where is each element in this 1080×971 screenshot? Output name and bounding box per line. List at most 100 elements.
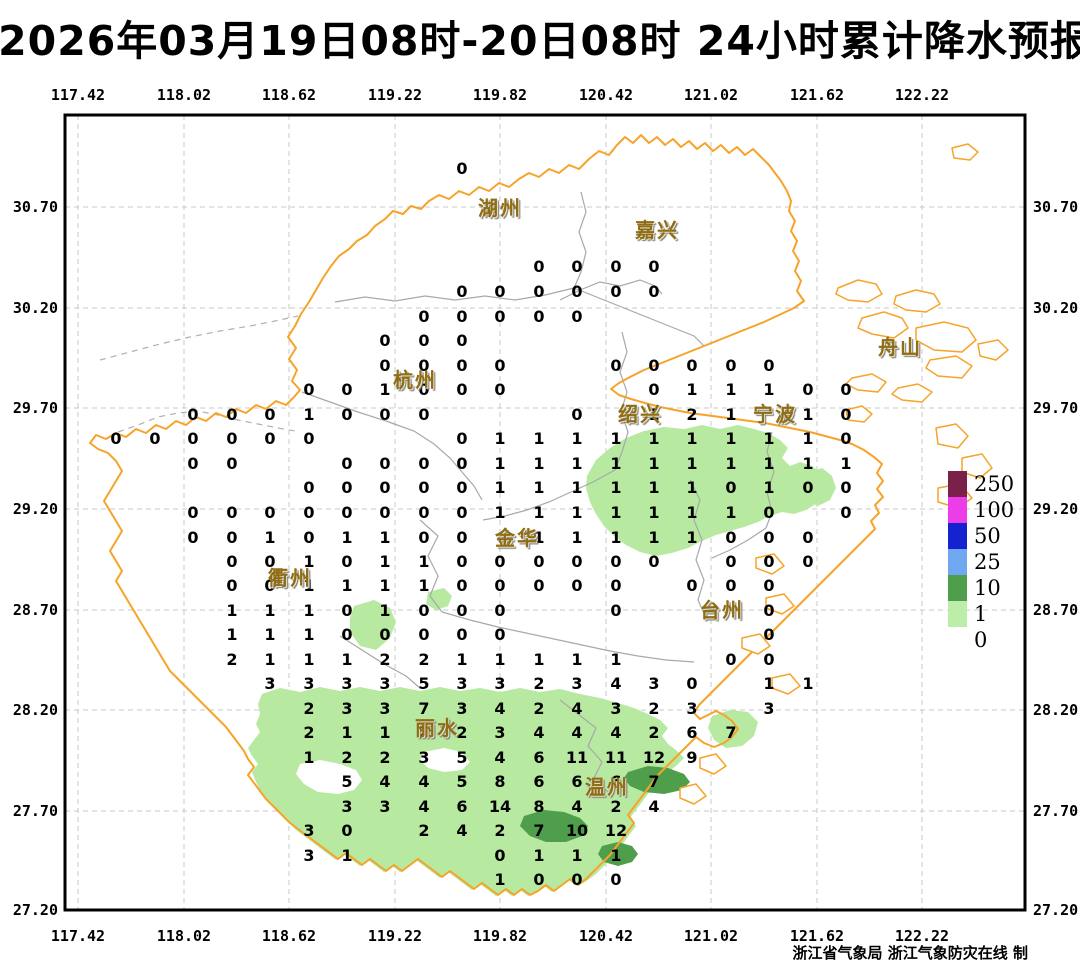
- precip-value: 1: [571, 478, 582, 497]
- precip-value: 2: [418, 723, 429, 742]
- precip-value: 3: [494, 674, 505, 693]
- precip-value: 0: [763, 576, 774, 595]
- precip-value: 0: [571, 576, 582, 595]
- lat-label-right: 29.20: [1033, 500, 1078, 518]
- precip-value: 4: [418, 797, 429, 816]
- lon-label-bottom: 117.42: [51, 927, 105, 945]
- precip-value: 1: [379, 601, 390, 620]
- precip-value: 3: [379, 674, 390, 693]
- precip-value: 2: [418, 650, 429, 669]
- precip-value: 1: [303, 748, 314, 767]
- precip-value: 0: [456, 380, 467, 399]
- precip-value: 10: [566, 821, 588, 840]
- page-title: 2026年03月19日08时-20日08时 24小时累计降水预报: [0, 17, 1080, 65]
- precip-value: 2: [341, 748, 352, 767]
- precip-value: 1: [571, 454, 582, 473]
- precip-value: 1: [264, 625, 275, 644]
- precip-value: 8: [533, 797, 544, 816]
- precip-value: 0: [303, 380, 314, 399]
- precip-value: 0: [418, 625, 429, 644]
- precip-value: 1: [802, 429, 813, 448]
- lat-label-left: 29.70: [13, 399, 58, 417]
- lon-label-top: 117.42: [51, 86, 105, 104]
- precip-value: 2: [379, 650, 390, 669]
- precip-value: 1: [648, 478, 659, 497]
- precip-value: 1: [494, 870, 505, 889]
- precip-value: 2: [648, 723, 659, 742]
- precip-value: 1: [725, 380, 736, 399]
- precip-value: 0: [494, 552, 505, 571]
- precip-value: 0: [456, 576, 467, 595]
- precip-value: 7: [418, 699, 429, 718]
- precip-value: 0: [725, 528, 736, 547]
- precip-area-blob-east: [802, 468, 836, 506]
- precip-value: 0: [456, 429, 467, 448]
- precip-value: 0: [379, 331, 390, 350]
- precip-value: 5: [418, 674, 429, 693]
- precip-value: 1: [494, 650, 505, 669]
- precip-area-dark-1: [624, 766, 690, 794]
- precip-value: 0: [264, 576, 275, 595]
- legend-label-1: 1: [974, 602, 987, 626]
- lon-label-bottom: 119.82: [473, 927, 527, 945]
- precip-value: 1: [379, 552, 390, 571]
- precip-value: 0: [456, 503, 467, 522]
- precip-value: 0: [802, 552, 813, 571]
- precip-value: 6: [533, 748, 544, 767]
- precip-value: 4: [610, 674, 621, 693]
- lat-label-left: 29.20: [13, 500, 58, 518]
- precip-value: 0: [763, 356, 774, 375]
- precip-value: 3: [303, 674, 314, 693]
- precip-value: 5: [341, 772, 352, 791]
- precip-value: 0: [802, 380, 813, 399]
- precip-value: 0: [610, 356, 621, 375]
- precip-areas: [248, 425, 836, 896]
- lon-label-top: 120.42: [579, 86, 633, 104]
- precip-value: 1: [763, 429, 774, 448]
- precip-value: 3: [571, 674, 582, 693]
- precip-value: 1: [686, 380, 697, 399]
- precip-value: 0: [456, 552, 467, 571]
- precip-value: 0: [456, 282, 467, 301]
- precip-value: 0: [418, 356, 429, 375]
- lat-label-right: 30.20: [1033, 299, 1078, 317]
- precip-value: 3: [648, 674, 659, 693]
- precip-value: 0: [648, 380, 659, 399]
- precip-value: 1: [533, 429, 544, 448]
- precip-value: 0: [341, 821, 352, 840]
- legend-label-25: 25: [974, 550, 1001, 574]
- city-label-舟山: 舟山: [878, 335, 922, 359]
- precip-value: 0: [456, 601, 467, 620]
- precip-value: 4: [571, 699, 582, 718]
- precip-value: 1: [763, 454, 774, 473]
- precip-value: 1: [763, 380, 774, 399]
- legend-swatch-1: [948, 601, 967, 627]
- precip-value: 0: [610, 282, 621, 301]
- lon-label-bottom: 118.02: [157, 927, 211, 945]
- precip-value: 1: [571, 846, 582, 865]
- precip-value: 4: [610, 723, 621, 742]
- precip-value: 0: [264, 552, 275, 571]
- lat-label-left: 27.20: [13, 901, 58, 919]
- precip-value: 0: [418, 503, 429, 522]
- precip-value: 1: [648, 528, 659, 547]
- precip-value: 0: [418, 380, 429, 399]
- precip-value: 1: [610, 846, 621, 865]
- precip-value: 0: [341, 503, 352, 522]
- precip-value: 3: [379, 699, 390, 718]
- precip-value: 2: [379, 748, 390, 767]
- city-label-嘉兴: 嘉兴: [634, 218, 679, 242]
- precip-value: 0: [341, 478, 352, 497]
- precip-value: 0: [840, 429, 851, 448]
- precip-value: 3: [379, 797, 390, 816]
- precip-value: 0: [494, 307, 505, 326]
- precip-value: 3: [264, 674, 275, 693]
- precip-value: 0: [456, 331, 467, 350]
- precip-value: 0: [571, 870, 582, 889]
- precip-value: 0: [418, 307, 429, 326]
- outer-borders: [99, 315, 299, 433]
- precip-value: 1: [341, 846, 352, 865]
- precip-value: 1: [379, 723, 390, 742]
- precip-value: 0: [341, 405, 352, 424]
- precip-value: 1: [610, 650, 621, 669]
